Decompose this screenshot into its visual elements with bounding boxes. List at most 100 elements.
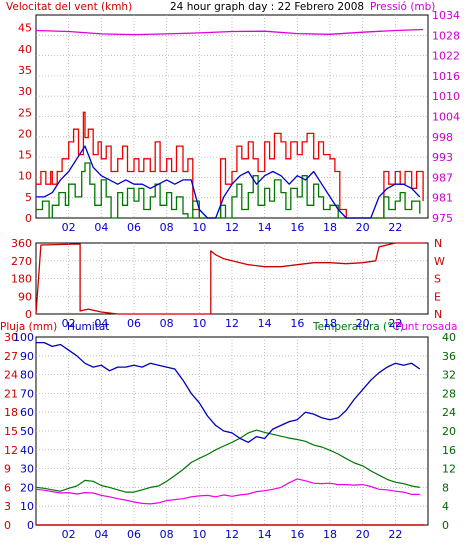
x-tick-label: 04 — [94, 317, 108, 330]
y2-tick-label: 993 — [432, 151, 453, 164]
rain-axis-label: Pluja (mm) — [0, 321, 57, 333]
temperature-tick-label: 32 — [442, 369, 456, 382]
humidity-tick-label: 0 — [27, 519, 34, 532]
x-tick-label: 18 — [323, 317, 337, 330]
y-tick-label: 35 — [18, 64, 32, 77]
temperature-tick-label: 36 — [442, 350, 456, 363]
y-tick-label: 5 — [25, 191, 32, 204]
x-tick-label: 18 — [323, 221, 337, 234]
rain-tick-label: 9 — [4, 463, 11, 476]
y-tick-label: 45 — [18, 22, 32, 35]
wind-average-line — [36, 145, 421, 219]
humidity-tick-label: 90 — [20, 350, 34, 363]
rain-tick-label: 15 — [4, 425, 18, 438]
y2-tick-label: 981 — [432, 192, 453, 205]
temperature-tick-label: 4 — [442, 500, 449, 513]
x-tick-label: 22 — [388, 221, 402, 234]
compass-label: W — [434, 255, 445, 268]
x-tick-label: 10 — [192, 528, 206, 541]
humidity-tick-label: 40 — [20, 444, 34, 457]
humidity-tick-label: 20 — [20, 481, 34, 494]
rain-tick-label: 21 — [4, 387, 18, 400]
humidity-tick-label: 10 — [20, 500, 34, 513]
humidity-tick-label: 50 — [20, 425, 34, 438]
y2-tick-label: 1022 — [432, 50, 460, 63]
humidity-tick-label: 80 — [20, 369, 34, 382]
temperature-tick-label: 0 — [442, 519, 449, 532]
x-tick-label: 20 — [356, 221, 370, 234]
compass-label: E — [434, 290, 441, 303]
pressure-line — [35, 28, 424, 36]
x-tick-label: 08 — [160, 528, 174, 541]
x-tick-label: 06 — [127, 221, 141, 234]
x-tick-label: 16 — [290, 221, 304, 234]
y-tick-label: 30 — [18, 85, 32, 98]
x-tick-label: 20 — [356, 317, 370, 330]
compass-label: N — [434, 308, 442, 321]
rain-tick-label: 18 — [4, 406, 18, 419]
humidity-tick-label: 60 — [20, 406, 34, 419]
dewpoint-line — [35, 478, 420, 505]
y2-tick-label: 1004 — [432, 111, 460, 124]
temperature-tick-label: 16 — [442, 444, 456, 457]
rain-tick-label: 24 — [4, 369, 18, 382]
x-tick-label: 14 — [258, 528, 272, 541]
x-tick-label: 02 — [62, 317, 76, 330]
rain-tick-label: 0 — [4, 519, 11, 532]
temperature-tick-label: 12 — [442, 463, 456, 476]
temperature-tick-label: 40 — [442, 331, 456, 344]
y-tick-label: 15 — [18, 149, 32, 162]
y2-tick-label: 1016 — [432, 70, 460, 83]
direction-tick-label: 270 — [11, 255, 32, 268]
temperature-tick-label: 8 — [442, 481, 449, 494]
x-tick-label: 14 — [258, 317, 272, 330]
direction-tick-label: 90 — [18, 290, 32, 303]
rain-tick-label: 3 — [4, 500, 11, 513]
x-tick-label: 22 — [388, 317, 402, 330]
direction-tick-label: 0 — [25, 308, 32, 321]
x-tick-label: 12 — [225, 528, 239, 541]
temperature-tick-label: 28 — [442, 387, 456, 400]
rain-tick-label: 12 — [4, 444, 18, 457]
x-tick-label: 02 — [62, 528, 76, 541]
rain-tick-label: 6 — [4, 481, 11, 494]
compass-label: S — [434, 273, 441, 286]
x-tick-label: 10 — [192, 221, 206, 234]
wind-direction-line — [35, 242, 425, 315]
compass-label: N — [434, 237, 442, 250]
x-tick-label: 18 — [323, 528, 337, 541]
temperature-line — [35, 429, 420, 493]
humidity-tick-label: 100 — [13, 331, 34, 344]
rain-humidity-temperature-panel: 02 04 06 08 10 12 14 16 18 20 22036912151821242730… — [4, 331, 456, 541]
x-tick-label: 08 — [160, 317, 174, 330]
wind-axis-label: Velocitat del vent (kmh) — [6, 1, 132, 13]
temperature-tick-label: 20 — [442, 425, 456, 438]
wind-gust-line — [36, 111, 424, 219]
y2-tick-label: 1010 — [432, 90, 460, 103]
humidity-tick-label: 30 — [20, 463, 34, 476]
x-tick-label: 12 — [225, 221, 239, 234]
y2-tick-label: 998 — [432, 131, 453, 144]
x-tick-label: 06 — [127, 317, 141, 330]
x-tick-label: 16 — [290, 317, 304, 330]
temperature-axis-label: Temperatura (°C) — [312, 321, 404, 333]
dewpoint-axis-label: Punt rosada — [395, 321, 457, 333]
x-tick-label: 16 — [290, 528, 304, 541]
y-tick-label: 10 — [18, 170, 32, 183]
x-tick-label: 22 — [388, 528, 402, 541]
y2-tick-label: 975 — [432, 212, 453, 225]
x-tick-label: 14 — [258, 221, 272, 234]
x-tick-label: 20 — [356, 528, 370, 541]
x-tick-label: 04 — [94, 221, 108, 234]
x-tick-label: 02 — [62, 221, 76, 234]
y-tick-label: 0 — [25, 212, 32, 225]
pressure-axis-label: Pressió (mb) — [370, 1, 435, 13]
wind-pressure-panel: 02 04 06 08 10 12 14 16 18 20 22 0 5 10 15 20 25 30 35 40 45… — [18, 9, 460, 234]
humidity-tick-label: 70 — [20, 387, 34, 400]
y-tick-label: 25 — [18, 106, 32, 119]
x-tick-label: 10 — [192, 317, 206, 330]
x-tick-label: 08 — [160, 221, 174, 234]
